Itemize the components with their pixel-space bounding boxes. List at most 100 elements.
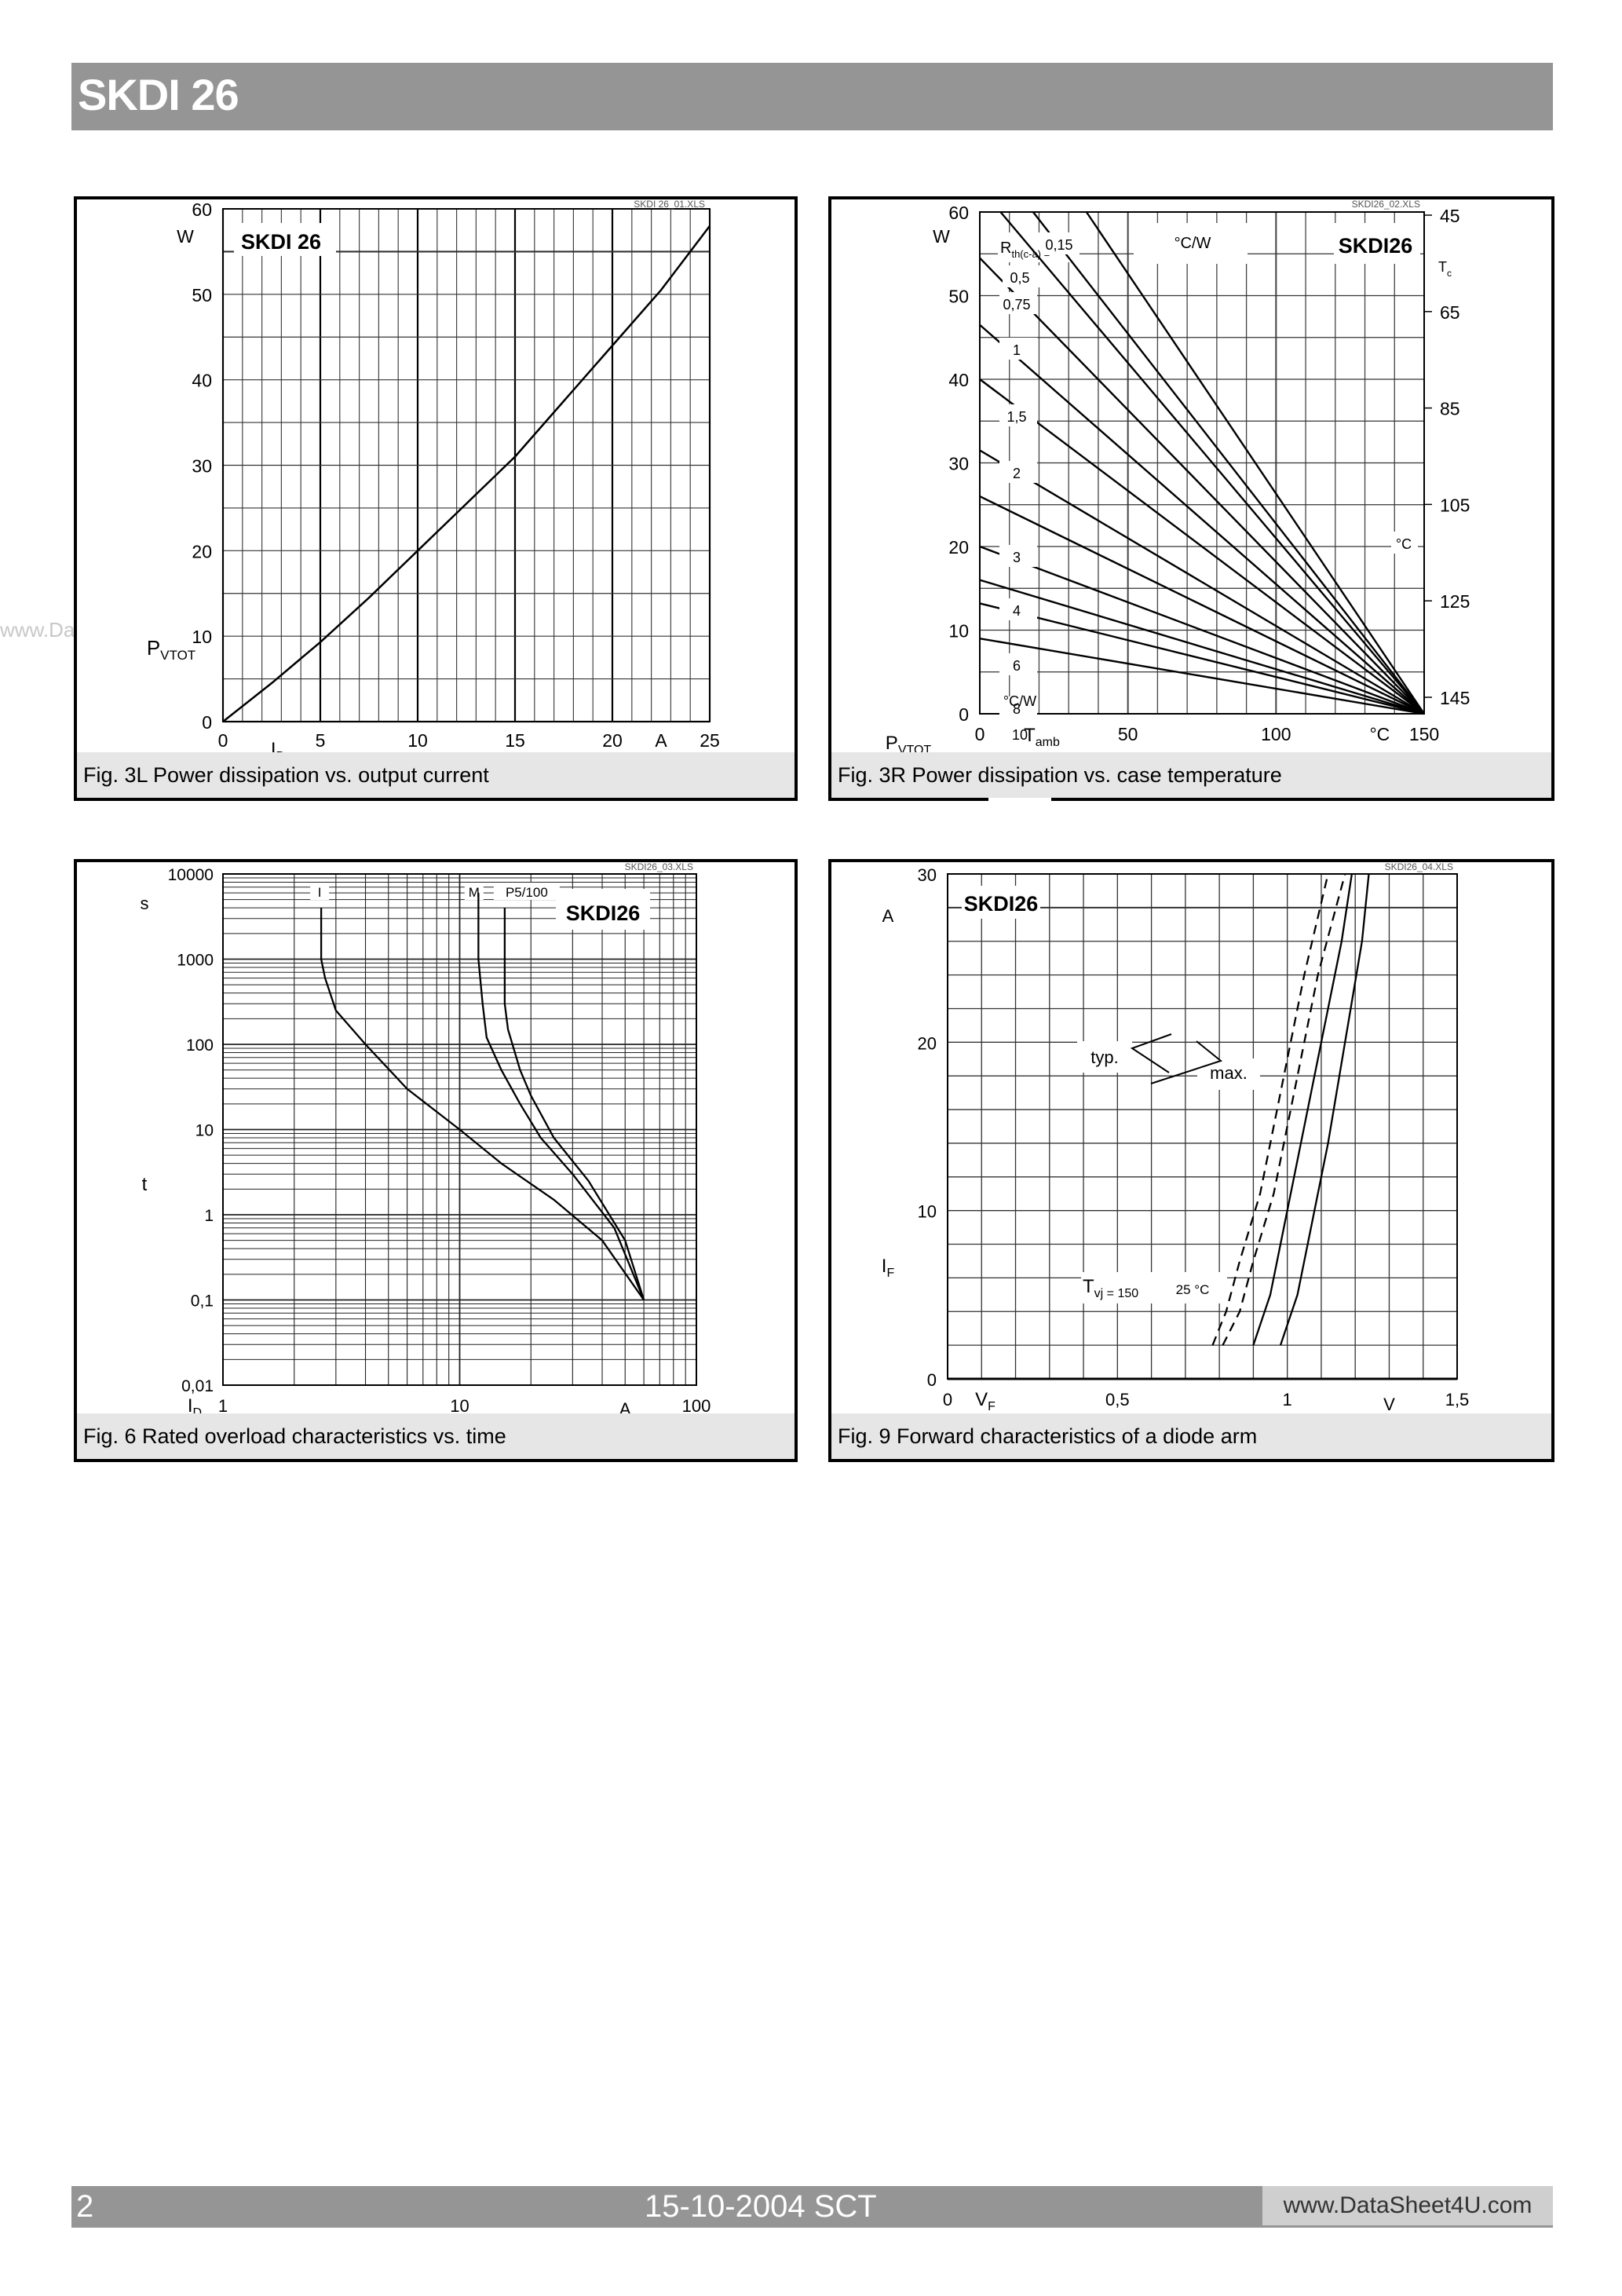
figure-caption: Fig. 9 Forward characteristics of a diod… [831, 1413, 1551, 1459]
svg-text:SKDI26: SKDI26 [1339, 234, 1413, 258]
svg-text:1: 1 [1013, 342, 1021, 358]
svg-text:0,5: 0,5 [1010, 270, 1029, 286]
svg-text:20: 20 [948, 537, 969, 558]
svg-text:5: 5 [316, 730, 326, 751]
figure-caption: Fig. 3L Power dissipation vs. output cur… [77, 752, 795, 798]
svg-text:1,5: 1,5 [1445, 1390, 1470, 1409]
svg-text:20: 20 [602, 730, 623, 751]
svg-text:2: 2 [1013, 466, 1021, 481]
svg-text:°C/W: °C/W [1003, 693, 1036, 709]
svg-text:30: 30 [948, 454, 969, 474]
svg-text:10: 10 [407, 730, 428, 751]
svg-text:0: 0 [959, 704, 969, 725]
svg-text:t: t [142, 1174, 148, 1195]
svg-text:150: 150 [1409, 724, 1439, 744]
svg-text:10: 10 [192, 627, 212, 647]
svg-text:100: 100 [186, 1036, 214, 1055]
svg-text:0: 0 [202, 712, 212, 733]
svg-text:max.: max. [1210, 1063, 1248, 1083]
svg-text:0: 0 [218, 730, 228, 751]
svg-text:15: 15 [505, 730, 525, 751]
svg-text:0,75: 0,75 [1003, 297, 1030, 313]
svg-text:0,5: 0,5 [1105, 1390, 1130, 1409]
chart-9: SKDI26 SKDI26_04.XLS 0 10 20 30 0 0,5 1 1,5 A IF VF V… [882, 862, 1470, 1414]
svg-text:50: 50 [1118, 724, 1138, 744]
svg-text:25: 25 [700, 730, 720, 751]
svg-text:W: W [933, 226, 950, 247]
svg-text:IF: IF [882, 1256, 895, 1280]
svg-text:1,5: 1,5 [1006, 409, 1026, 425]
figure-3l: SKDI 26 SKDI 26_01.XLS 0 10 20 30 40 50 60 0 5 10 15… [74, 196, 798, 801]
svg-text:PVTOT: PVTOT [147, 636, 195, 663]
svg-text:10: 10 [1012, 727, 1028, 743]
svg-text:1: 1 [218, 1396, 228, 1416]
svg-text:M: M [469, 885, 480, 900]
page-footer: 2 15-10-2004 SCT www.DataSheet4U.com [71, 2186, 1553, 2228]
svg-text:65: 65 [1440, 302, 1460, 323]
svg-text:1: 1 [1283, 1390, 1292, 1409]
svg-text:1000: 1000 [177, 952, 214, 970]
svg-text:0,15: 0,15 [1045, 237, 1072, 253]
page-number: 2 [76, 2189, 94, 2224]
footer-brand-link[interactable]: www.DataSheet4U.com [1262, 2186, 1553, 2225]
svg-text:Tc: Tc [1438, 259, 1452, 279]
svg-text:SKDI26_02.XLS: SKDI26_02.XLS [1352, 199, 1420, 210]
svg-text:4: 4 [1013, 603, 1021, 619]
svg-text:50: 50 [948, 287, 969, 307]
figure-caption: Fig. 3R Power dissipation vs. case tempe… [831, 752, 1551, 798]
svg-text:100: 100 [682, 1396, 711, 1416]
svg-text:8: 8 [1013, 701, 1021, 717]
svg-text:0: 0 [943, 1390, 952, 1409]
page-header: SKDI 26 [71, 63, 1553, 130]
svg-text:85: 85 [1440, 399, 1460, 419]
figure-caption: Fig. 6 Rated overload characteristics vs… [77, 1413, 795, 1459]
svg-text:1: 1 [204, 1207, 214, 1225]
svg-text:105: 105 [1440, 495, 1470, 515]
figure-3r: Rth(c-a) = °C/W SKDI26 SKDI26_02.XLS 0,15 0,5… [828, 196, 1554, 804]
svg-text:10: 10 [918, 1202, 937, 1222]
svg-text:W: W [177, 226, 194, 247]
svg-text:A: A [655, 730, 667, 751]
svg-text:0: 0 [927, 1370, 937, 1390]
chart-3r: Rth(c-a) = °C/W SKDI26 SKDI26_02.XLS 0,15 0,5… [886, 199, 1470, 804]
chart-6: SKDI26 SKDI26_03.XLS I M P5/100 0,01 0,1 1 10 100… [141, 862, 711, 1420]
svg-text:typ.: typ. [1090, 1047, 1118, 1067]
chart-3l: SKDI 26 SKDI 26_01.XLS 0 10 20 30 40 50 60 0 5 10 15… [147, 199, 720, 763]
svg-text:3: 3 [1013, 550, 1021, 565]
svg-text:10: 10 [450, 1396, 469, 1416]
svg-text:45: 45 [1440, 206, 1460, 226]
svg-text:30: 30 [192, 456, 212, 477]
svg-text:P5/100: P5/100 [506, 885, 548, 900]
svg-text:°C/W: °C/W [1174, 235, 1211, 252]
svg-text:SKDI26_04.XLS: SKDI26_04.XLS [1385, 862, 1453, 872]
svg-text:Tvj = 150: Tvj = 150 [1083, 1276, 1138, 1300]
svg-text:Rth(c-a) =: Rth(c-a) = [1000, 239, 1050, 260]
svg-text:VF: VF [975, 1389, 995, 1413]
svg-text:s: s [141, 894, 149, 913]
svg-text:SKDI26: SKDI26 [964, 892, 1039, 916]
svg-text:10000: 10000 [168, 866, 214, 884]
svg-text:°C: °C [1369, 724, 1390, 744]
svg-text:0,1: 0,1 [191, 1292, 214, 1311]
svg-text:Tamb: Tamb [1024, 725, 1060, 749]
svg-text:145: 145 [1440, 688, 1470, 708]
figure-9: SKDI26 SKDI26_04.XLS 0 10 20 30 0 0,5 1 1,5 A IF VF V… [828, 859, 1554, 1462]
svg-text:40: 40 [192, 371, 212, 391]
footer-date: 15-10-2004 SCT [645, 2189, 877, 2224]
svg-text:SKDI26: SKDI26 [566, 901, 641, 925]
svg-text:SKDI26_03.XLS: SKDI26_03.XLS [625, 862, 693, 872]
svg-text:10: 10 [195, 1122, 214, 1140]
svg-text:V: V [1383, 1395, 1395, 1414]
svg-text:25 °C: 25 °C [1176, 1282, 1210, 1297]
svg-text:60: 60 [192, 199, 212, 220]
svg-text:40: 40 [948, 370, 969, 390]
svg-text:20: 20 [918, 1033, 937, 1053]
svg-text:30: 30 [918, 865, 937, 885]
svg-text:ID: ID [188, 1395, 202, 1420]
figure-6: SKDI26 SKDI26_03.XLS I M P5/100 0,01 0,1 1 10 100… [74, 859, 798, 1462]
svg-text:0: 0 [975, 724, 985, 744]
svg-text:I: I [318, 885, 322, 900]
page-title: SKDI 26 [78, 70, 239, 119]
svg-text:100: 100 [1261, 724, 1291, 744]
svg-text:0,01: 0,01 [181, 1377, 214, 1395]
